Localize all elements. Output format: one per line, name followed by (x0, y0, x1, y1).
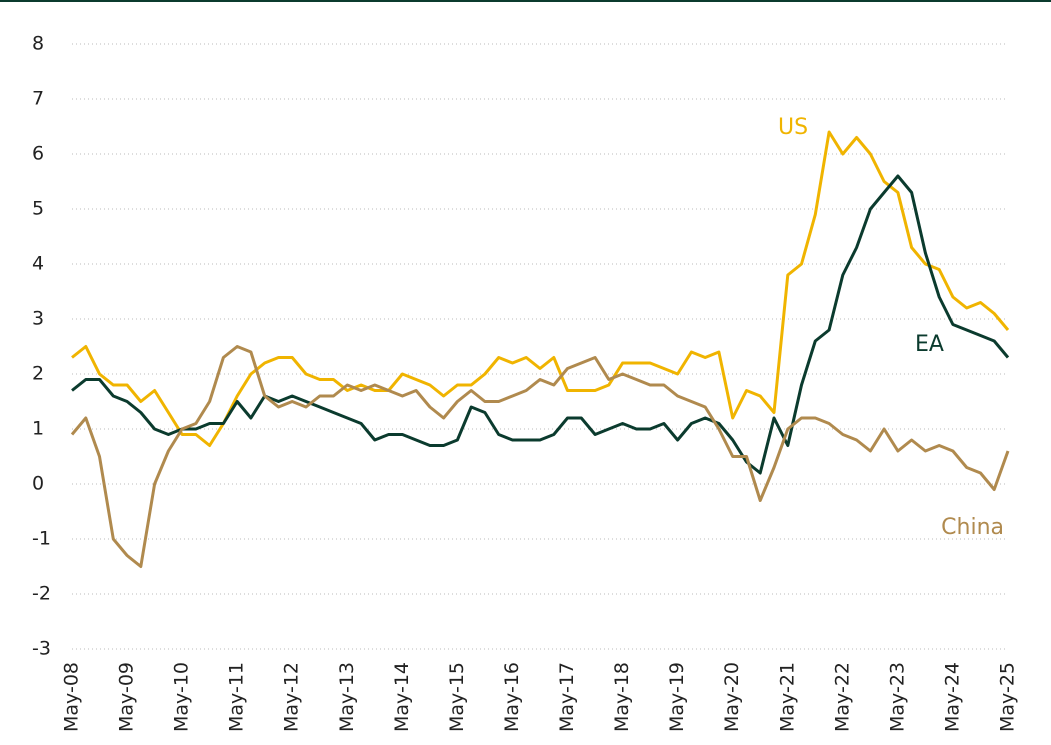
x-tick-label: May-09 (116, 662, 138, 732)
y-tick-label: -3 (32, 638, 51, 660)
y-tick-label: 3 (32, 308, 44, 330)
series-label: China (941, 515, 1004, 540)
x-tick-label: May-14 (391, 662, 413, 732)
x-tick-label: May-22 (831, 662, 853, 732)
series-label: US (778, 115, 808, 140)
x-tick-label: May-16 (501, 662, 523, 732)
y-tick-label: 7 (32, 88, 44, 110)
x-tick-label: May-17 (556, 662, 578, 732)
series-label: EA (915, 332, 944, 357)
y-tick-label: 2 (32, 363, 44, 385)
x-tick-label: May-15 (446, 662, 468, 732)
x-tick-label: May-11 (226, 662, 248, 732)
x-tick-label: May-18 (611, 662, 633, 732)
y-tick-label: 6 (32, 143, 44, 165)
x-tick-label: May-23 (886, 662, 908, 732)
x-tick-label: May-12 (281, 662, 303, 732)
line-series (70, 345, 1010, 568)
line-series (71, 174, 1010, 475)
x-tick-label: May-25 (997, 662, 1019, 732)
y-tick-label: 5 (32, 198, 44, 220)
x-tick-label: May-13 (336, 662, 358, 732)
y-tick-label: 8 (32, 33, 44, 55)
x-tick-label: May-10 (171, 662, 193, 732)
y-tick-label: 1 (32, 418, 44, 440)
x-tick-label: May-08 (61, 662, 83, 732)
y-tick-label: 4 (32, 253, 44, 275)
y-tick-label: -1 (32, 528, 51, 550)
line-series (71, 130, 1010, 447)
x-tick-label: May-21 (776, 662, 798, 732)
x-tick-label: May-20 (721, 662, 743, 732)
y-tick-label: -2 (32, 583, 51, 605)
x-tick-label: May-24 (941, 662, 963, 732)
x-tick-label: May-19 (666, 662, 688, 732)
y-tick-label: 0 (32, 473, 44, 495)
